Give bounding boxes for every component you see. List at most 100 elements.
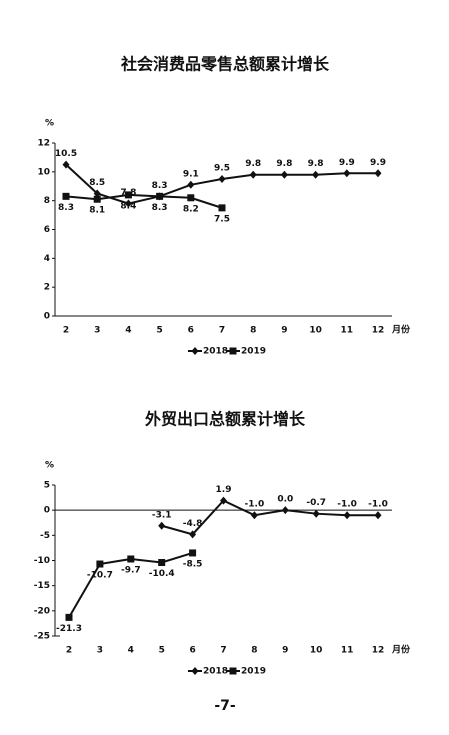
data-label: 9.8 <box>276 159 292 169</box>
data-point <box>124 199 132 208</box>
y-axis-label: % <box>45 119 54 129</box>
y-tick-label: 5 <box>44 481 50 491</box>
x-tick-label: 10 <box>310 646 323 656</box>
data-label: -1.0 <box>368 500 388 510</box>
data-point <box>343 511 351 520</box>
data-label: 10.5 <box>55 149 77 159</box>
data-point <box>93 189 101 198</box>
data-label: -4.8 <box>183 519 203 529</box>
y-tick-label: -20 <box>34 606 50 616</box>
data-label: -21.3 <box>56 624 82 634</box>
y-tick-label: 0 <box>44 312 50 322</box>
y-tick-label: 6 <box>44 225 50 235</box>
y-tick-label: -25 <box>34 632 50 642</box>
data-point <box>127 555 135 563</box>
legend-marker <box>191 347 199 355</box>
legend-marker <box>191 667 199 675</box>
legend-label: 2019 <box>241 347 266 357</box>
x-tick-label: 6 <box>188 326 194 336</box>
data-label: -10.7 <box>87 571 113 581</box>
data-label: 8.5 <box>89 178 105 188</box>
data-point <box>93 195 101 203</box>
x-tick-label: 10 <box>309 326 322 336</box>
data-label: 0.0 <box>277 495 293 505</box>
y-tick-label: 4 <box>44 254 50 264</box>
data-label: 9.8 <box>245 159 261 169</box>
legend-label: 2018 <box>203 667 228 677</box>
data-point <box>189 530 197 539</box>
x-tick-label: 7 <box>219 326 225 336</box>
x-tick-label: 2 <box>66 646 72 656</box>
data-point <box>124 191 132 199</box>
y-axis-label: % <box>45 461 54 471</box>
data-point <box>343 169 351 178</box>
x-tick-label: 8 <box>251 646 257 656</box>
data-label: 9.9 <box>370 158 386 168</box>
data-label: 8.3 <box>58 203 74 213</box>
data-label: 8.2 <box>183 204 199 214</box>
data-label: 8.3 <box>152 203 168 213</box>
data-label: -10.4 <box>149 569 175 579</box>
data-label: -9.7 <box>121 565 141 575</box>
x-tick-label: 8 <box>250 326 256 336</box>
y-tick-label: 0 <box>44 506 50 516</box>
data-label: 8.1 <box>89 206 105 216</box>
data-point <box>187 194 195 202</box>
y-tick-label: -15 <box>34 581 50 591</box>
data-point <box>249 170 257 179</box>
legend-marker <box>229 667 237 675</box>
data-point <box>62 192 70 200</box>
data-label: 9.9 <box>339 158 355 168</box>
x-tick-label: 11 <box>341 326 354 336</box>
y-tick-label: 2 <box>44 283 50 293</box>
data-label: 8.3 <box>152 181 168 191</box>
data-point <box>158 521 166 530</box>
data-point <box>312 509 320 518</box>
data-point <box>312 170 320 179</box>
data-point <box>281 506 289 515</box>
x-tick-label: 6 <box>189 646 195 656</box>
data-label: -3.1 <box>152 510 172 520</box>
x-tick-label: 5 <box>156 326 162 336</box>
legend-marker <box>229 347 237 355</box>
data-label: 9.8 <box>308 159 324 169</box>
x-tick-label: 2 <box>63 326 69 336</box>
data-point <box>250 511 258 520</box>
legend-label: 2019 <box>241 667 266 677</box>
x-tick-label: 3 <box>97 646 103 656</box>
x-tick-label: 12 <box>372 326 385 336</box>
data-label: 1.9 <box>216 485 232 495</box>
data-point <box>218 175 226 184</box>
data-point <box>65 613 73 621</box>
series-line <box>161 499 378 536</box>
x-tick-label: 5 <box>159 646 165 656</box>
data-label: 7.5 <box>214 214 230 224</box>
y-tick-label: -5 <box>40 531 50 541</box>
x-tick-label: 9 <box>282 646 288 656</box>
y-tick-label: 8 <box>44 196 50 206</box>
data-point <box>158 559 166 567</box>
x-tick-label: 4 <box>128 646 134 656</box>
data-point <box>189 549 197 557</box>
data-label: 9.1 <box>183 169 199 179</box>
page-number: -7- <box>214 698 236 714</box>
y-tick-label: 12 <box>37 139 50 149</box>
x-axis-label: 月份 <box>391 324 411 336</box>
data-label: 9.5 <box>214 164 230 174</box>
series-line <box>68 551 193 618</box>
data-label: -1.0 <box>337 500 357 510</box>
data-label: 8.4 <box>120 201 136 211</box>
data-label: -0.7 <box>306 498 326 508</box>
x-axis-label: 月份 <box>391 644 411 656</box>
x-tick-label: 9 <box>281 326 287 336</box>
chart-title: 外贸出口总额累计增长 <box>144 410 306 429</box>
x-tick-label: 12 <box>372 646 385 656</box>
data-label: -8.5 <box>183 559 203 569</box>
series-line <box>65 193 223 209</box>
data-point <box>374 511 382 520</box>
data-point <box>187 180 195 189</box>
data-point <box>280 170 288 179</box>
x-tick-label: 3 <box>94 326 100 336</box>
data-point <box>220 496 227 505</box>
